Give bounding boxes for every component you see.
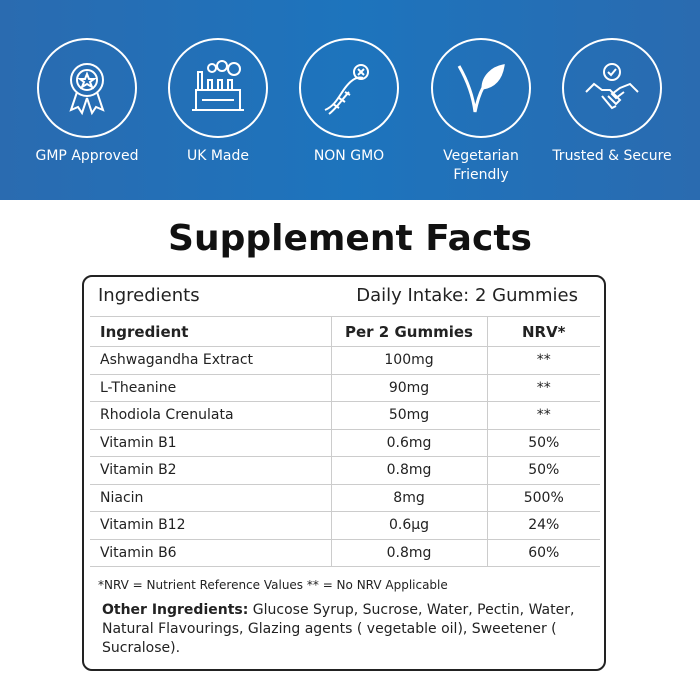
table-row: Ashwagandha Extract 100mg **: [90, 346, 600, 375]
other-ingredients-label: Other Ingredients:: [102, 602, 249, 618]
badge-non-gmo: NON GMO: [284, 38, 414, 166]
cell: 90mg: [330, 373, 488, 402]
ingredients-table: Ingredient Per 2 Gummies NRV* Ashwagandha …: [90, 316, 600, 567]
badge-uk-made: UK Made: [153, 38, 283, 166]
other-ingredients: Other Ingredients: Glucose Syrup, Sucros…: [102, 601, 582, 658]
cell: Rhodiola Crenulata: [90, 401, 331, 430]
cell: Vitamin B1: [90, 428, 331, 457]
cell: L-Theanine: [90, 373, 331, 402]
nrv-footnote: *NRV = Nutrient Reference Values ** = No…: [98, 578, 448, 592]
col-header: Ingredient: [90, 316, 331, 347]
daily-intake: Daily Intake: 2 Gummies: [356, 285, 578, 306]
cell: 24%: [487, 511, 600, 540]
award-ribbon-icon: [37, 38, 137, 138]
cell: Vitamin B6: [90, 538, 331, 567]
factory-icon: [168, 38, 268, 138]
badge-label: Trusted & Secure: [552, 148, 672, 164]
cell: 50%: [487, 428, 600, 457]
badge-label: Vegetarian Friendly: [443, 148, 519, 183]
table-header: Ingredient Per 2 Gummies NRV*: [90, 316, 600, 347]
supplement-facts-panel: Ingredients Daily Intake: 2 Gummies Ingr…: [82, 275, 606, 671]
cell: 100mg: [330, 346, 488, 375]
cell: Vitamin B12: [90, 511, 331, 540]
cell: 0.8mg: [330, 538, 488, 567]
table-row: Vitamin B12 0.6µg 24%: [90, 511, 600, 540]
cell: 0.6mg: [330, 428, 488, 457]
dna-icon: [299, 38, 399, 138]
table-row: Niacin 8mg 500%: [90, 483, 600, 512]
cell: **: [487, 346, 600, 375]
cell: Niacin: [90, 483, 331, 512]
other-ingredients-text: Glucose Syrup, Sucrose, Water, Pectin, W…: [102, 602, 575, 656]
ingredients-heading: Ingredients: [98, 285, 200, 306]
cell: **: [487, 373, 600, 402]
badge-vegetarian: Vegetarian Friendly: [416, 38, 546, 185]
cell: 0.8mg: [330, 456, 488, 485]
cell: 8mg: [330, 483, 488, 512]
table-row: Vitamin B6 0.8mg 60%: [90, 538, 600, 567]
table-row: Rhodiola Crenulata 50mg **: [90, 401, 600, 430]
badge-label: UK Made: [186, 148, 250, 164]
table-row: Vitamin B2 0.8mg 50%: [90, 456, 600, 485]
cell: **: [487, 401, 600, 430]
cell: 50%: [487, 456, 600, 485]
badge-label: GMP Approved: [35, 148, 139, 164]
cell: 60%: [487, 538, 600, 567]
table-row: Vitamin B1 0.6mg 50%: [90, 428, 600, 457]
table-row: L-Theanine 90mg **: [90, 373, 600, 402]
col-header: NRV*: [487, 316, 600, 347]
cell: Vitamin B2: [90, 456, 331, 485]
vegetarian-leaf-icon: [431, 38, 531, 138]
badge-label: NON GMO: [313, 148, 385, 164]
handshake-icon: [562, 38, 662, 138]
page-title: Supplement Facts: [168, 218, 532, 259]
cell: 500%: [487, 483, 600, 512]
badge-trusted: Trusted & Secure: [547, 38, 677, 166]
badge-gmp: GMP Approved: [22, 38, 152, 166]
features-banner: GMP Approved UK Made NON GMO Vegetarian …: [0, 0, 700, 200]
cell: 0.6µg: [330, 511, 488, 540]
cell: Ashwagandha Extract: [90, 346, 331, 375]
col-header: Per 2 Gummies: [330, 316, 488, 347]
cell: 50mg: [330, 401, 488, 430]
